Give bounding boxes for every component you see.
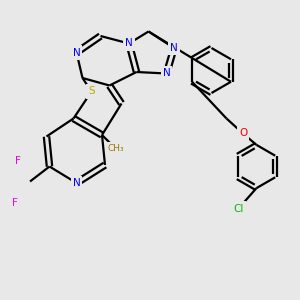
Text: O: O [239, 128, 247, 139]
Text: N: N [73, 178, 80, 188]
Text: N: N [125, 38, 133, 49]
Text: N: N [170, 43, 178, 53]
Text: CH₃: CH₃ [107, 144, 124, 153]
Text: F: F [15, 155, 21, 166]
Text: N: N [73, 47, 80, 58]
Text: F: F [12, 197, 18, 208]
Text: Cl: Cl [233, 203, 244, 214]
Text: S: S [88, 86, 95, 97]
Text: N: N [163, 68, 170, 79]
